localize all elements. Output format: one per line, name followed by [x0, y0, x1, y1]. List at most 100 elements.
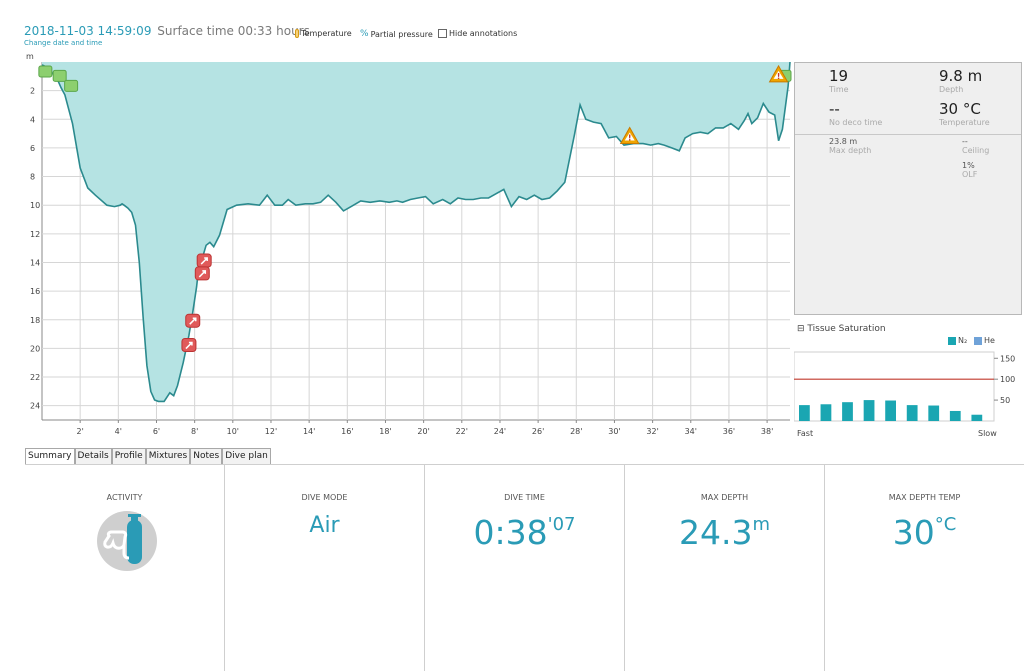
- ascent-arrow-icon: [189, 317, 197, 325]
- tab-mixtures[interactable]: Mixtures: [145, 448, 191, 464]
- y-tick-label: 16: [30, 287, 40, 296]
- scuba-glyph: [103, 514, 142, 564]
- tissue-bar: [928, 405, 940, 421]
- otu-cell: 1% OLF: [962, 161, 977, 179]
- x-tick-label: 34': [685, 427, 697, 436]
- ceiling-value: --: [962, 137, 968, 146]
- x-tick-label: 24': [494, 427, 506, 436]
- tissue-bar: [863, 400, 875, 421]
- x-tick-label: 20': [417, 427, 429, 436]
- info-divider: [795, 134, 1021, 135]
- warning-icon-inner: [773, 70, 784, 79]
- tissue-bar: [885, 400, 896, 421]
- dive-time-seconds: 07: [552, 514, 576, 535]
- ceiling-label: Ceiling: [962, 146, 990, 155]
- x-tick-label: 12': [265, 427, 277, 436]
- y-axis-unit: m: [26, 52, 34, 61]
- profile-area: [42, 62, 790, 402]
- temperature-toggle-label: Temperature: [301, 29, 352, 38]
- max-depth-temp-column: MAX DEPTH TEMP 30°C: [825, 465, 1024, 671]
- dive-mode-value: Air: [309, 513, 340, 538]
- tissue-saturation-header[interactable]: ⊟ Tissue Saturation: [797, 324, 886, 334]
- hide-annotations-toggle[interactable]: Hide annotations: [438, 29, 517, 38]
- hide-annotations-checkbox[interactable]: [438, 29, 447, 38]
- x-tick-label: 4': [115, 427, 122, 436]
- warning-exclamation: !: [777, 72, 781, 81]
- temperature-value: 30 °C: [939, 100, 981, 118]
- y-tick-label: 10: [30, 201, 40, 210]
- max-depth-temp-number: 30: [892, 513, 935, 552]
- tissue-saturation-chart: 150 100 50: [793, 350, 1024, 440]
- otu-label: OLF: [962, 170, 978, 179]
- dive-datetime: 2018-11-03 14:59:09: [24, 24, 152, 38]
- y-tick-label: 18: [30, 316, 40, 325]
- x-tick-label: 14': [303, 427, 315, 436]
- max-depth-column: MAX DEPTH 24.3m: [625, 465, 825, 671]
- tab-dive-plan[interactable]: Dive plan: [222, 448, 271, 464]
- warning-exclamation: !: [628, 133, 632, 142]
- x-tick-label: 22': [456, 427, 468, 436]
- legend-n2: N₂: [948, 336, 967, 345]
- x-tick-label: 8': [191, 427, 198, 436]
- ndl-label: No deco time: [829, 118, 883, 127]
- temperature-label: Temperature: [939, 118, 990, 127]
- tab-details[interactable]: Details: [74, 448, 112, 464]
- change-date-link[interactable]: Change date and time: [24, 39, 103, 47]
- x-tick-label: 10': [227, 427, 239, 436]
- x-tick-label: 36': [723, 427, 735, 436]
- max-depth-value: 23.8 m: [829, 137, 858, 146]
- warning-icon-inner: [624, 132, 635, 141]
- max-depth-summary-label: MAX DEPTH: [700, 493, 749, 502]
- y-tick-label: 4: [30, 115, 35, 124]
- dive-profile-chart[interactable]: m 2 4 6 8 10 12 14 16 18 20 22 24 2' 4' 6' 8' 10' 12' 14' 16…: [0, 50, 792, 445]
- dive-title: 2018-11-03 14:59:09 Surface time 00:33 h…: [24, 24, 310, 38]
- n2-swatch: [948, 336, 956, 345]
- ascent-arrow-icon: [185, 341, 193, 350]
- partial-pressure-toggle-label: Partial pressure: [370, 29, 433, 39]
- max-depth-label: Max depth: [829, 146, 872, 155]
- tab-profile[interactable]: Profile: [111, 448, 146, 464]
- partial-pressure-icon: %: [360, 29, 369, 39]
- tissue-bar: [842, 402, 853, 421]
- otu-value: 1%: [962, 161, 975, 170]
- tab-notes[interactable]: Notes: [190, 448, 223, 464]
- tissue-bar: [949, 410, 961, 421]
- profile-line: [41, 61, 791, 403]
- tissue-bar: [971, 414, 983, 421]
- dive-time-column: DIVE TIME 0:38'07: [425, 465, 625, 671]
- partial-pressure-toggle[interactable]: % Partial pressure: [360, 29, 433, 39]
- ascent-arrow-icon: [200, 257, 208, 265]
- tab-summary[interactable]: Summary: [25, 448, 75, 465]
- max-depth-temp-label: MAX DEPTH TEMP: [888, 493, 961, 502]
- y-tick-label: 6: [30, 144, 35, 153]
- tissue-saturation-title: Tissue Saturation: [807, 324, 886, 334]
- max-depth-number: 24.3: [678, 513, 753, 552]
- y-tick-label: 24: [30, 402, 40, 411]
- max-depth-unit: m: [752, 514, 771, 535]
- y-tick-label: 20: [30, 344, 40, 353]
- depth-cell: 9.8 m Depth: [939, 67, 982, 94]
- tissue-slow-label: Slow: [978, 429, 997, 438]
- x-tick-label: 16': [341, 427, 353, 436]
- dive-info-panel: 19 Time 9.8 m Depth -- No deco time 30 °…: [794, 62, 1022, 315]
- depth-value: 9.8 m: [939, 67, 983, 85]
- legend-n2-label: N₂: [958, 336, 968, 345]
- tissue-y-tick-label: 150: [1000, 354, 1015, 363]
- collapse-icon[interactable]: ⊟: [797, 324, 805, 334]
- legend-he: He: [974, 336, 995, 345]
- gas-switch-icon: [64, 79, 79, 92]
- dive-mode-column: DIVE MODE Air: [225, 465, 425, 671]
- y-tick-label: 22: [30, 373, 40, 382]
- tissue-svg: 150 100 50: [793, 351, 1015, 422]
- x-tick-label: 26': [532, 427, 544, 436]
- gas-switch-icon: [38, 65, 53, 78]
- ndl-value: --: [829, 100, 840, 118]
- hide-annotations-label: Hide annotations: [449, 29, 518, 38]
- tissue-y-tick-label: 50: [1000, 396, 1010, 405]
- temperature-toggle[interactable]: Temperature: [295, 29, 352, 38]
- tissue-bar: [820, 404, 832, 421]
- ceiling-cell: -- Ceiling: [962, 137, 989, 155]
- y-tick-label: 12: [30, 230, 40, 239]
- scuba-activity-icon: [97, 511, 157, 571]
